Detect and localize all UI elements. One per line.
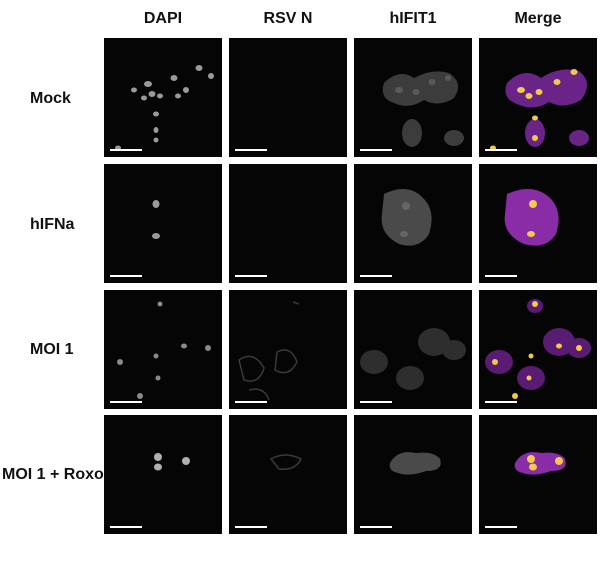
scale-bar: [235, 149, 267, 151]
scale-bar: [485, 275, 517, 277]
row-header-mock: Mock: [30, 90, 71, 107]
micrograph-mock-merge: [490, 69, 589, 151]
scale-bar: [110, 149, 142, 151]
panel-moi1-roxo-dapi: [104, 415, 222, 534]
scale-bar: [110, 401, 142, 403]
panel-moi1-roxo-hifit1: [354, 415, 472, 534]
panel-hifna-merge: [479, 164, 597, 283]
column-header-merge: Merge: [514, 10, 562, 27]
panel-moi1-dapi: [104, 290, 222, 409]
panel-moi1-rsv-n: [229, 290, 347, 409]
panel-mock-dapi: [104, 38, 222, 157]
scale-bar: [360, 526, 392, 528]
row-header-moi1-roxo: MOI 1 + Roxo: [2, 466, 104, 483]
scale-bar: [235, 401, 267, 403]
panel-moi1-roxo-merge: [479, 415, 597, 534]
micrograph-moi1-roxo-hifit1: [389, 452, 441, 475]
scale-bar: [360, 275, 392, 277]
scale-bar: [235, 526, 267, 528]
column-header-rsv-n: RSV N: [263, 10, 313, 27]
micrograph-mock-dapi: [115, 65, 214, 151]
scale-bar: [485, 526, 517, 528]
scale-bar: [360, 149, 392, 151]
scale-bar: [360, 401, 392, 403]
micrograph-mock-hifit1: [382, 71, 464, 147]
row-header-hifna: hIFNa: [30, 216, 75, 233]
panel-mock-merge: [479, 38, 597, 157]
panel-mock-rsv-n: [229, 38, 347, 157]
column-header-dapi: DAPI: [143, 10, 183, 27]
scale-bar: [485, 401, 517, 403]
micrograph-moi1-dapi: [117, 301, 211, 399]
panel-moi1-roxo-rsv-n: [229, 415, 347, 534]
panel-moi1-hifit1: [354, 290, 472, 409]
scale-bar: [110, 526, 142, 528]
panel-hifna-hifit1: [354, 164, 472, 283]
panel-mock-hifit1: [354, 38, 472, 157]
micrograph-hifna-merge: [504, 189, 559, 246]
scale-bar: [110, 275, 142, 277]
micrograph-moi1-rsv-n: [238, 301, 300, 401]
column-header-hifit1: hIFIT1: [389, 10, 437, 27]
panel-hifna-dapi: [104, 164, 222, 283]
row-header-moi1: MOI 1: [30, 341, 74, 358]
micrograph-moi1-roxo-dapi: [154, 453, 190, 471]
micrograph-moi1-hifit1: [360, 328, 466, 390]
panel-hifna-rsv-n: [229, 164, 347, 283]
micrograph-hifna-dapi: [152, 200, 160, 239]
micrograph-moi1-merge: [485, 299, 591, 399]
scale-bar: [485, 149, 517, 151]
micrograph-hifna-hifit1: [381, 189, 432, 246]
scale-bar: [235, 275, 267, 277]
panel-moi1-merge: [479, 290, 597, 409]
micrograph-moi1-roxo-rsv-n: [269, 454, 303, 471]
micrograph-moi1-roxo-merge: [514, 452, 566, 475]
